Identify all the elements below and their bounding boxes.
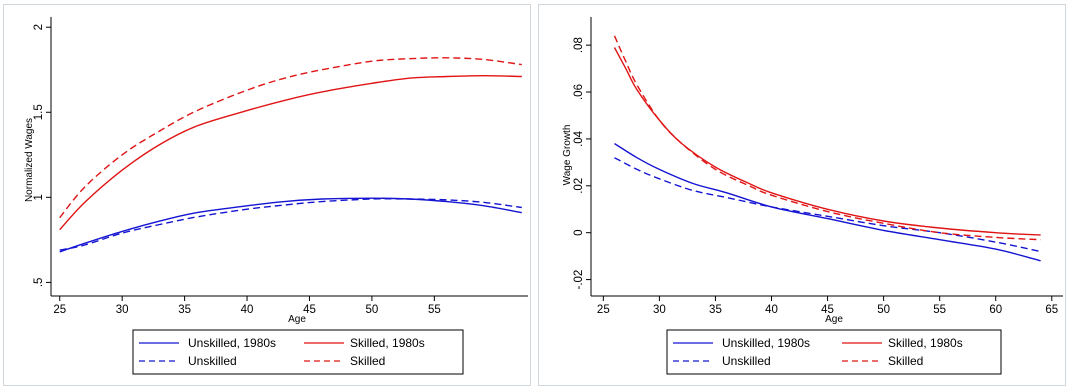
legend-label-skilled-1980s: Skilled, 1980s xyxy=(888,336,963,350)
x-tick-label: 50 xyxy=(366,304,379,316)
left-chart-panel: Normalized Wages Age Unskilled, 1980s Sk… xyxy=(3,4,531,386)
y-tick-label: 1 xyxy=(33,194,45,200)
x-tick-label: 40 xyxy=(241,304,254,316)
legend-label-unskilled: Unskilled xyxy=(722,354,771,368)
legend-label-unskilled: Unskilled xyxy=(188,354,237,368)
x-tick-label: 45 xyxy=(821,304,834,316)
x-tick-label: 65 xyxy=(1045,304,1058,316)
wages-chart: Normalized Wages Age Unskilled, 1980s Sk… xyxy=(24,17,528,375)
y-tick-label: 2 xyxy=(33,24,45,30)
series-line-unskilled-1980s xyxy=(614,143,1041,262)
y-tick-label: .02 xyxy=(573,178,585,194)
x-tick-label: 30 xyxy=(116,304,129,316)
legend-label-skilled-1980s: Skilled, 1980s xyxy=(350,336,425,350)
x-tick-label: 25 xyxy=(53,304,66,316)
legend-label-unskilled-1980s: Unskilled, 1980s xyxy=(722,336,810,350)
series-line-unskilled-1980s xyxy=(59,197,522,253)
y-tick-label: .08 xyxy=(573,37,585,53)
series-line-unskilled xyxy=(614,157,1041,253)
y-tick-label: .5 xyxy=(33,278,45,288)
y-tick-label: .04 xyxy=(573,130,585,147)
x-tick-label: 35 xyxy=(178,304,191,316)
series-line-skilled-1980s xyxy=(613,47,1041,236)
legend-label-skilled: Skilled xyxy=(350,354,385,368)
x-tick-label: 40 xyxy=(765,304,778,316)
x-axis-title: Age xyxy=(825,314,843,325)
y-tick-label: 1.5 xyxy=(33,104,45,120)
right-chart-panel: Wage Growth Age Unskilled, 1980s Skilled… xyxy=(538,4,1066,386)
legend-box xyxy=(132,329,464,375)
y-axis-title: Normalized Wages xyxy=(24,118,35,202)
y-tick-label: 0 xyxy=(573,229,585,235)
y-tick-label: .06 xyxy=(573,84,585,100)
series-line-skilled-1980s xyxy=(59,74,522,231)
legend: Unskilled, 1980s Skilled, 1980s Unskille… xyxy=(666,329,1002,375)
y-axis-title: Wage Growth xyxy=(562,125,573,186)
x-tick-label: 60 xyxy=(989,304,1002,316)
wage-growth-chart: Wage Growth Age Unskilled, 1980s Skilled… xyxy=(562,17,1063,375)
legend-label-skilled: Skilled xyxy=(888,354,923,368)
series-line-unskilled xyxy=(59,198,522,251)
x-tick-label: 45 xyxy=(303,304,316,316)
x-tick-label: 30 xyxy=(653,304,666,316)
x-tick-label: 55 xyxy=(933,304,946,316)
x-tick-label: 25 xyxy=(597,304,610,316)
x-tick-label: 50 xyxy=(877,304,890,316)
x-tick-label: 55 xyxy=(428,304,441,316)
x-axis-title: Age xyxy=(288,314,306,325)
legend-label-unskilled-1980s: Unskilled, 1980s xyxy=(188,336,276,350)
y-tick-label: -.02 xyxy=(573,270,585,290)
legend-box xyxy=(666,329,1002,375)
x-tick-label: 35 xyxy=(709,304,722,316)
series-line-skilled xyxy=(59,57,522,219)
legend: Unskilled, 1980s Skilled, 1980s Unskille… xyxy=(132,329,464,375)
